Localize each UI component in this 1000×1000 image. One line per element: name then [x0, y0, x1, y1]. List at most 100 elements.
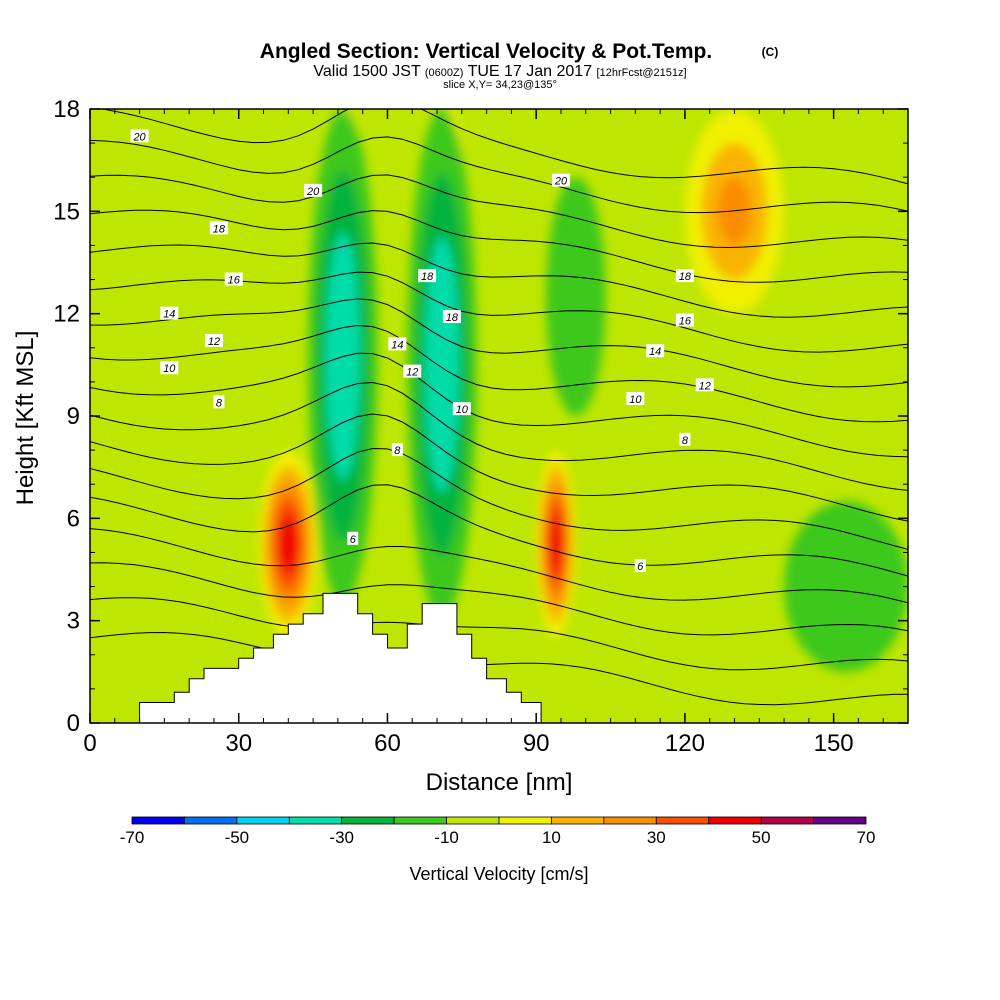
- contour-label-10: 10: [626, 391, 645, 406]
- colorbar-swatch: [551, 816, 605, 825]
- contour-label-text: 14: [163, 309, 175, 321]
- contour-label-text: 20: [306, 186, 320, 198]
- colorbar-tick-label: -10: [434, 828, 459, 847]
- contour-label-bg: [634, 559, 646, 573]
- contour-label-text: 6: [350, 534, 357, 546]
- theta-contour-line: [90, 352, 908, 458]
- contour-label-text: 14: [391, 339, 403, 351]
- colorbar-swatch: [446, 816, 500, 825]
- chart-title: Angled Section: Vertical Velocity & Pot.…: [260, 40, 712, 63]
- colorbar-swatch: [813, 816, 867, 825]
- x-tick-label: 0: [83, 730, 96, 757]
- contour-label-18: 18: [418, 269, 437, 283]
- theta-contour-line: [90, 597, 908, 671]
- contour-label-bg: [452, 402, 471, 416]
- contour-label-bg: [347, 531, 359, 545]
- terrain-profile: [139, 592, 542, 724]
- contour-label-20: 20: [304, 183, 323, 198]
- contour-label-text: 18: [421, 271, 434, 283]
- contour-label-12: 12: [403, 364, 422, 379]
- contour-label-bg: [391, 443, 403, 457]
- contour-label-text: 16: [228, 275, 241, 287]
- y-tick-label: 9: [67, 403, 80, 430]
- contour-label-8: 8: [391, 443, 403, 457]
- contour-label-bg: [679, 432, 691, 446]
- contour-label-bg: [675, 269, 694, 283]
- contour-label-bg: [403, 364, 422, 378]
- contour-label-text: 18: [446, 312, 459, 324]
- theta-contour-line: [90, 484, 908, 577]
- terrain-layer: [139, 592, 542, 724]
- contour-label-text: 8: [394, 445, 401, 457]
- contour-label-6: 6: [347, 531, 359, 546]
- valid-utc: (0600Z): [425, 67, 464, 79]
- y-tick-label: 0: [67, 710, 80, 737]
- contour-label-text: 20: [132, 131, 146, 143]
- contour-label-text: 8: [682, 435, 689, 447]
- theta-contour-line: [98, 109, 908, 185]
- contour-label-text: 12: [699, 380, 711, 392]
- contour-label-12: 12: [204, 333, 223, 348]
- contour-label-bg: [442, 310, 461, 324]
- contour-label-bg: [213, 395, 225, 409]
- y-tick-label: 18: [53, 96, 80, 123]
- contour-label-bg: [675, 313, 694, 327]
- x-tick-label: 120: [665, 730, 705, 757]
- contour-label-bg: [209, 221, 228, 235]
- y-tick-label: 12: [53, 301, 80, 328]
- y-tick-label: 3: [67, 608, 80, 635]
- valid-date: TUE 17 Jan 2017: [468, 63, 593, 80]
- y-axis-label: Height [Kft MSL]: [12, 331, 39, 506]
- contour-label-14: 14: [388, 337, 407, 351]
- colorbar-swatch: [498, 816, 552, 825]
- contour-label-bg: [646, 344, 665, 358]
- contour-label-text: 18: [213, 223, 226, 235]
- velocity-cell-6-3: [433, 300, 451, 429]
- contour-label-bg: [160, 306, 179, 320]
- contour-label-text: 10: [163, 363, 176, 375]
- valid-prefix: Valid 1500 JST: [313, 63, 421, 80]
- contour-label-text: 10: [629, 394, 642, 406]
- contour-label-bg: [626, 391, 645, 405]
- velocity-cell-0-5: [283, 528, 294, 560]
- theta-contour-line: [90, 242, 908, 318]
- contour-label-text: 10: [456, 404, 469, 416]
- contour-label-20: 20: [130, 129, 149, 143]
- theta-contour-line: [90, 298, 908, 388]
- contour-label-16: 16: [675, 313, 694, 327]
- y-tick-label: 15: [53, 198, 80, 225]
- contour-label-bg: [304, 183, 323, 197]
- contour-label-18: 18: [442, 310, 461, 324]
- contour-label-bg: [418, 269, 437, 283]
- colorbar-swatch: [603, 816, 657, 825]
- colorbar-tick-label: 50: [752, 828, 771, 847]
- theta-contour-line: [90, 324, 908, 423]
- contour-label-text: 20: [554, 176, 568, 188]
- contour-label-20: 20: [551, 173, 570, 188]
- contour-label-bg: [130, 129, 149, 143]
- theta-contour-line: [90, 381, 908, 491]
- contour-label-text: 18: [679, 271, 692, 283]
- velocity-cell-7-1: [560, 236, 591, 357]
- colorbar-swatch: [131, 816, 185, 825]
- chart-title-tag: (C): [762, 45, 779, 59]
- contour-label-12: 12: [695, 378, 714, 392]
- colorbar-swatch: [184, 816, 238, 825]
- x-axis-label: Distance [nm]: [426, 769, 573, 796]
- velocity-cell-4-2: [717, 177, 752, 246]
- colorbar-swatch: [708, 816, 762, 825]
- colorbar-swatch: [288, 816, 343, 825]
- colorbar-swatch: [655, 816, 710, 825]
- theta-contour-line: [90, 528, 908, 604]
- theta-contour-line: [90, 209, 908, 283]
- y-tick-label: 6: [67, 505, 80, 532]
- theta-contour-line: [90, 631, 908, 706]
- theta-contour-line: [90, 562, 908, 636]
- colorbar-swatch: [760, 816, 814, 825]
- contour-labels: 20 20 20 18 18 18 18 16 16 14 14 14 12 12 12 10 10 10 8 8 8 6…: [130, 129, 714, 573]
- colorbar-swatch: [341, 816, 395, 825]
- x-tick-label: 30: [225, 730, 252, 757]
- x-tick-label: 150: [814, 730, 854, 757]
- contour-label-18: 18: [209, 221, 228, 235]
